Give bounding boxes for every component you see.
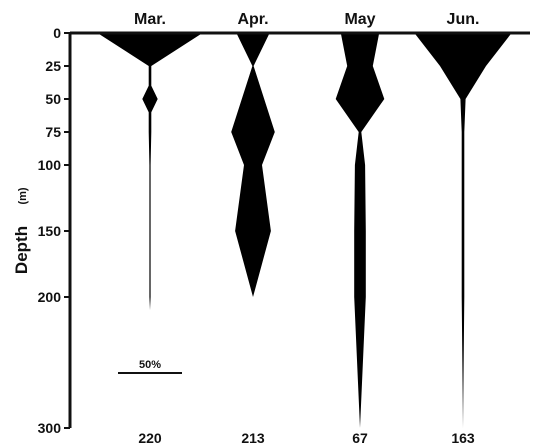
kite-series-group xyxy=(97,33,512,428)
y-axis-title: Depth xyxy=(12,226,31,274)
kite-mar xyxy=(97,33,203,311)
month-label: Mar. xyxy=(134,11,166,28)
y-tick-label: 100 xyxy=(38,157,62,173)
y-axis-unit: (m) xyxy=(17,187,29,204)
kite-apr xyxy=(231,33,275,297)
y-tick-label: 150 xyxy=(38,223,62,239)
month-label: May xyxy=(344,11,375,28)
month-label: Jun. xyxy=(447,11,480,28)
sample-count-label: 163 xyxy=(451,430,475,446)
y-tick-label: 50 xyxy=(45,91,61,107)
month-labels-group: Mar. Apr. May Jun. xyxy=(134,11,479,28)
sample-count-label: 67 xyxy=(352,430,368,446)
y-tick-label: 200 xyxy=(38,289,62,305)
kite-jun xyxy=(414,33,512,428)
sample-count-label: 220 xyxy=(138,430,162,446)
sample-count-label: 213 xyxy=(241,430,265,446)
month-label: Apr. xyxy=(237,11,268,28)
y-tick-label: 300 xyxy=(38,420,62,436)
y-ticks-group: 0 25 50 75 100 150 200 300 xyxy=(38,25,70,436)
y-tick-label: 25 xyxy=(45,58,61,74)
count-labels-group: 220 213 67 163 xyxy=(138,430,475,446)
y-tick-label: 75 xyxy=(45,124,61,140)
kite-may xyxy=(335,33,385,428)
scale-bar-label: 50% xyxy=(139,359,161,371)
y-tick-label: 0 xyxy=(53,25,61,41)
